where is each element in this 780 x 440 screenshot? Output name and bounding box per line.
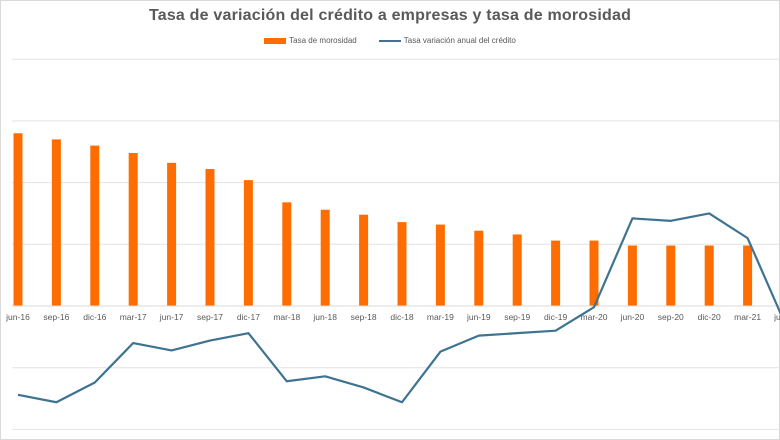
x-tick-label: mar-20	[581, 312, 608, 322]
legend-item-morosidad: Tasa de morosidad	[264, 36, 357, 45]
bar-sep-16	[51, 139, 61, 306]
x-tick-label: jun-21	[773, 312, 780, 322]
x-tick-label: jun-20	[620, 312, 645, 322]
bar-dic-20	[704, 245, 714, 306]
x-tick-label: jun-17	[159, 312, 184, 322]
legend-swatch-line	[378, 39, 401, 42]
x-tick-label: dic-20	[698, 312, 721, 322]
bar-mar-21	[743, 245, 753, 306]
legend: Tasa de morosidad Tasa variación anual d…	[0, 36, 780, 45]
x-tick-label: sep-17	[197, 312, 223, 322]
bar-jun-18	[320, 209, 330, 306]
bar-mar-17	[128, 152, 138, 306]
x-tick-label: dic-18	[390, 312, 413, 322]
x-tick-label: mar-17	[120, 312, 147, 322]
bar-jun-17	[167, 162, 177, 306]
bar-sep-19	[512, 234, 522, 306]
x-tick-label: mar-21	[734, 312, 761, 322]
bar-dic-19	[551, 240, 561, 306]
legend-label-morosidad: Tasa de morosidad	[289, 36, 357, 45]
chart-title: Tasa de variación del crédito a empresas…	[148, 7, 632, 24]
x-tick-label: mar-19	[427, 312, 454, 322]
bar-dic-18	[397, 222, 407, 306]
x-tick-label: mar-18	[273, 312, 300, 322]
bar-sep-20	[666, 245, 676, 306]
x-tick-label: sep-19	[504, 312, 530, 322]
bar-jun-16	[13, 133, 23, 306]
bar-sep-17	[205, 169, 215, 306]
legend-item-credito: Tasa variación anual del crédito	[378, 36, 516, 45]
x-tick-label: jun-18	[312, 312, 337, 322]
bar-sep-18	[359, 214, 369, 306]
bar-dic-16	[90, 145, 100, 306]
legend-label-credito: Tasa variación anual del crédito	[403, 36, 516, 45]
legend-swatch-bar	[264, 37, 287, 44]
x-tick-label: sep-16	[43, 312, 69, 322]
bar-jun-20	[627, 245, 637, 306]
bar-dic-17	[243, 180, 253, 306]
x-tick-label: sep-18	[351, 312, 377, 322]
x-tick-label: dic-17	[237, 312, 260, 322]
bar-mar-20	[589, 240, 599, 306]
x-tick-label: dic-16	[83, 312, 106, 322]
x-tick-label: jun-16	[5, 312, 30, 322]
bar-mar-18	[282, 202, 292, 306]
x-tick-label: dic-19	[544, 312, 567, 322]
x-tick-label: sep-20	[658, 312, 684, 322]
bar-jun-19	[474, 230, 484, 306]
x-tick-label: jun-19	[466, 312, 491, 322]
bar-mar-19	[435, 224, 445, 306]
